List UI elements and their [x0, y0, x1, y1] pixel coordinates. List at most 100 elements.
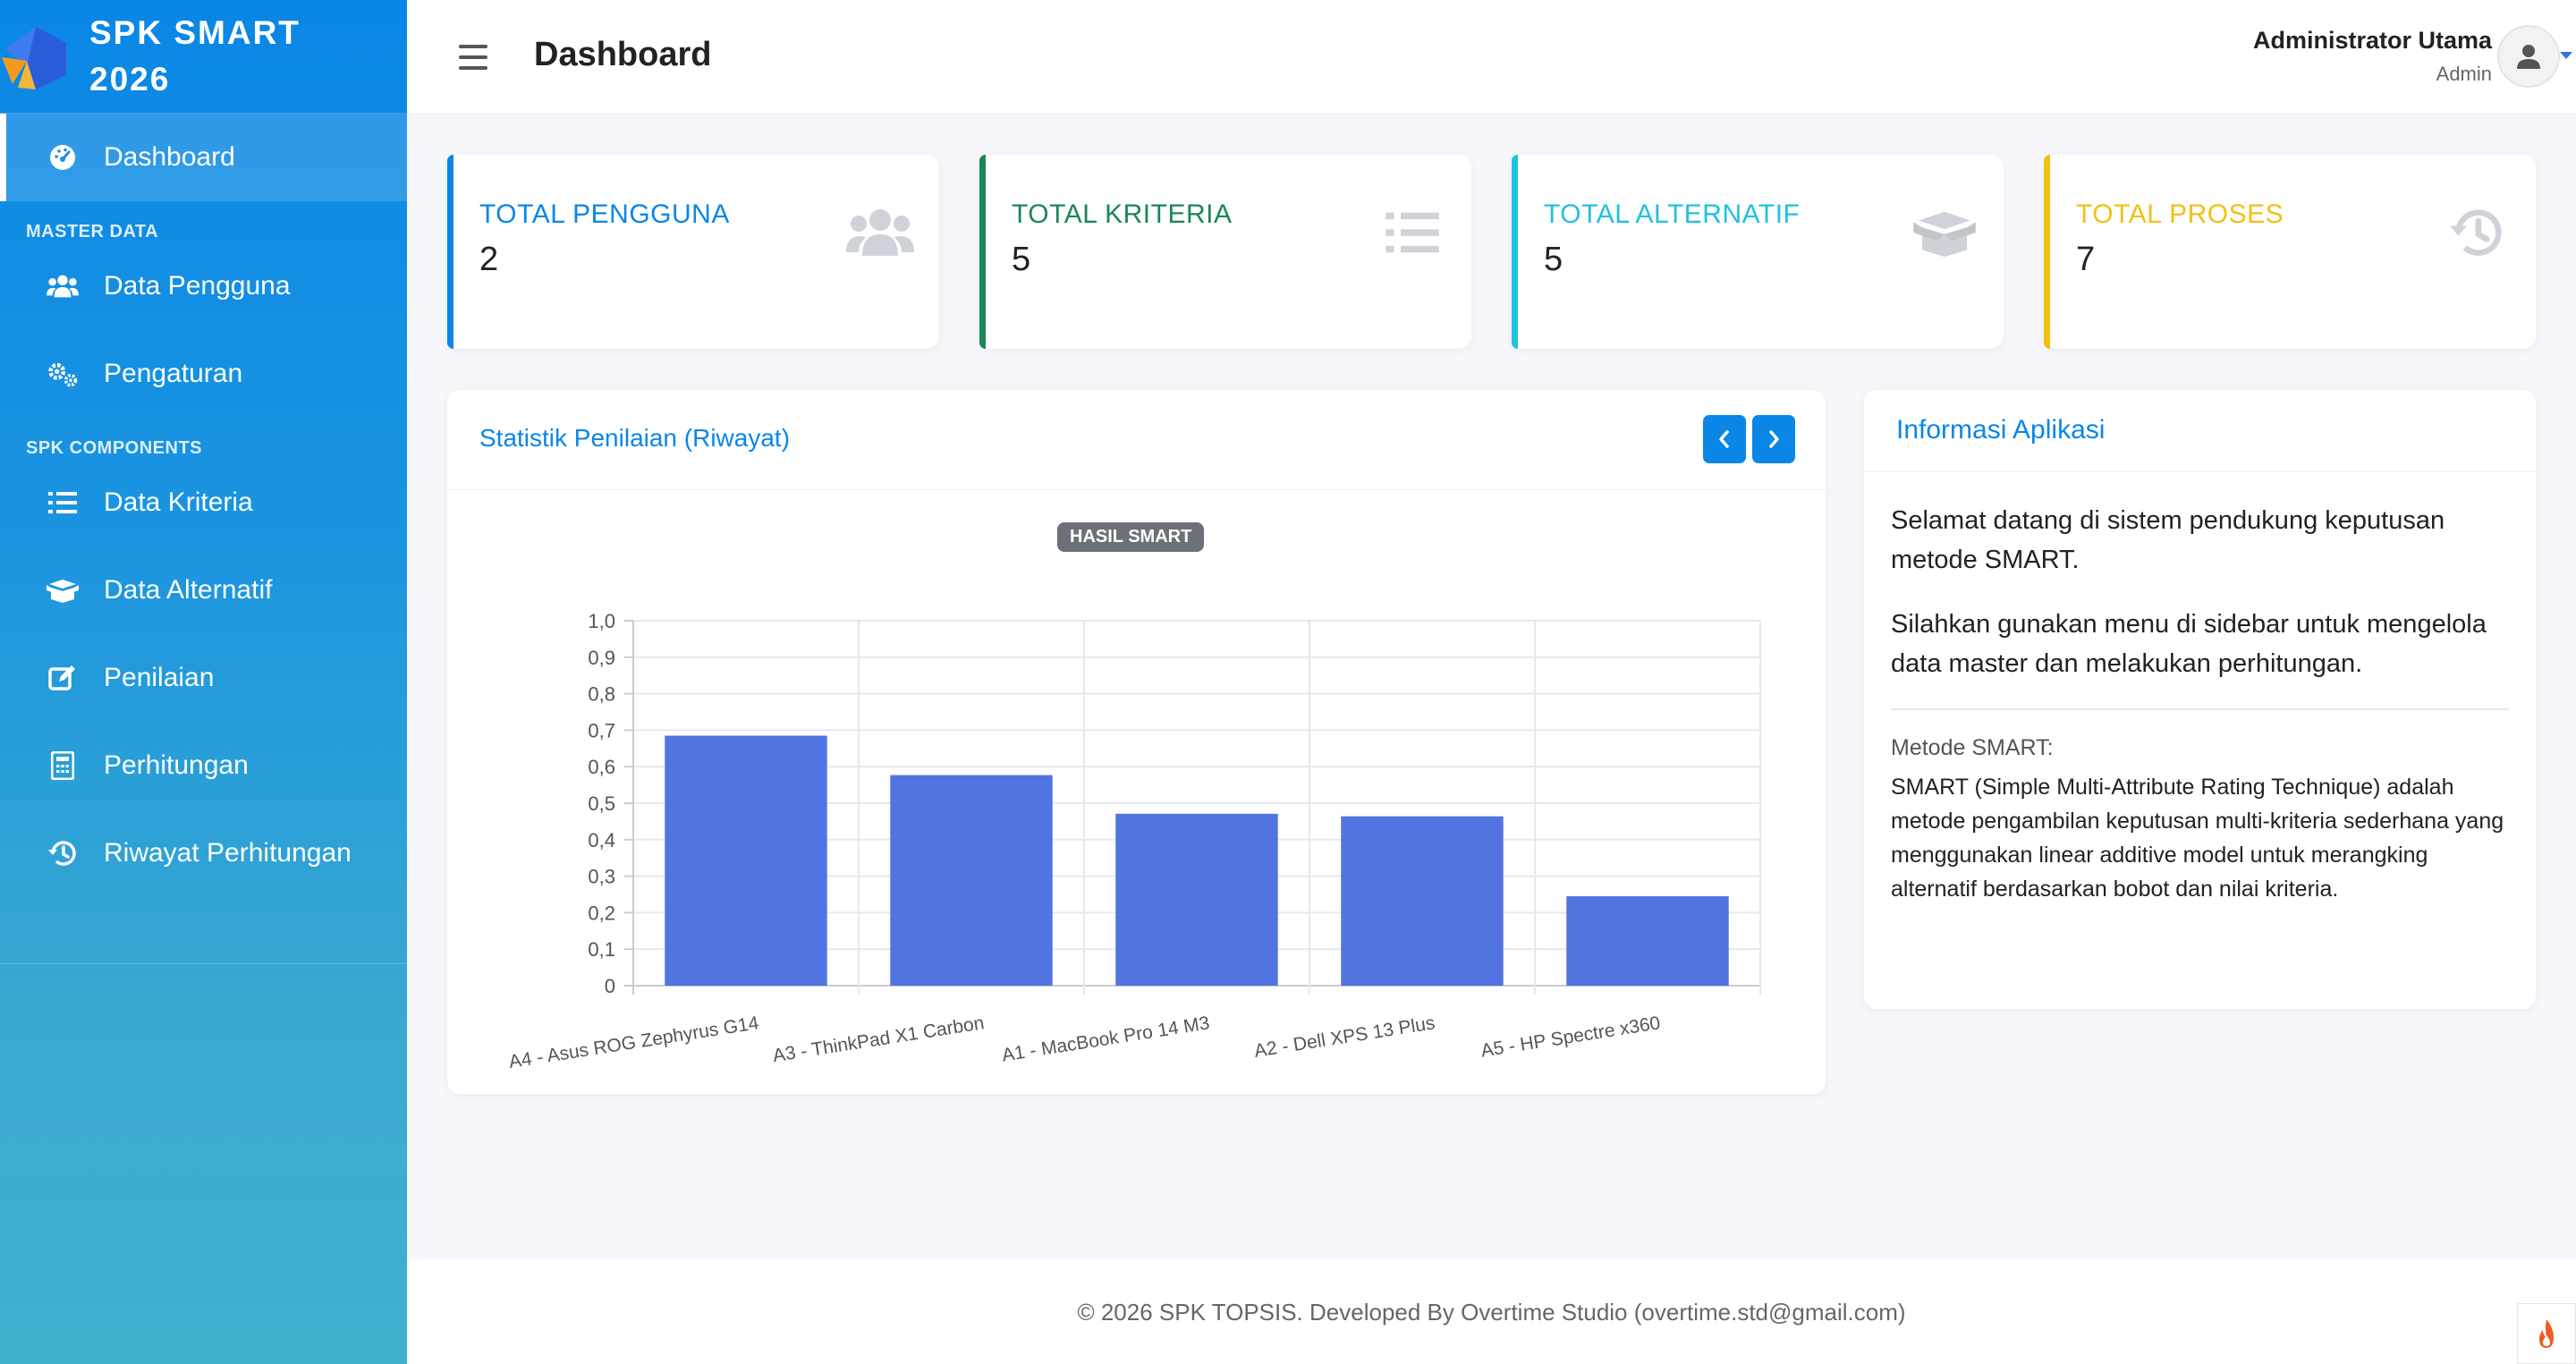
info-welcome-text: Selamat datang di sistem pendukung keput… [1891, 506, 2445, 574]
y-tick-label: 0,3 [588, 866, 615, 888]
stat-accent [1512, 155, 1518, 349]
stat-value: 7 [2076, 241, 2096, 278]
sidebar-item-perhitungan[interactable]: Perhitungan [0, 722, 407, 809]
x-tick-label: A5 - HP Spectre x360 [1479, 1012, 1662, 1061]
users-icon [47, 270, 79, 302]
brand-year: 2026 [89, 61, 171, 97]
next-button[interactable] [1752, 415, 1795, 463]
page-title: Dashboard [534, 36, 712, 73]
sidebar-item-pengaturan[interactable]: Pengaturan [0, 330, 407, 418]
sidebar-item-data-kriteria[interactable]: Data Kriteria [0, 459, 407, 546]
sidebar-item-label: Data Pengguna [104, 271, 291, 301]
box-open-icon [47, 574, 79, 606]
bar [890, 775, 1053, 986]
sidebar-item-riwayat-perhitungan[interactable]: Riwayat Perhitungan [0, 809, 407, 897]
chevron-down-icon[interactable] [2560, 52, 2572, 59]
sidebar-item-label: Dashboard [104, 142, 235, 172]
bar [1115, 813, 1278, 986]
list-icon [1378, 201, 1446, 264]
y-tick-label: 0 [605, 975, 615, 997]
sidebar-item-dashboard[interactable]: Dashboard [0, 114, 407, 201]
chart-card-title: Statistik Penilaian (Riwayat) [479, 424, 791, 452]
cogs-icon [47, 358, 79, 390]
x-tick-label: A2 - Dell XPS 13 Plus [1253, 1012, 1436, 1062]
stat-card-total-kriteria: TOTAL KRITERIA 5 [979, 155, 1471, 349]
sidebar-item-label: Pengaturan [104, 359, 243, 388]
prev-button[interactable] [1703, 415, 1746, 463]
stat-label: TOTAL KRITERIA [1012, 199, 1233, 229]
stat-card-total-pengguna: TOTAL PENGGUNA 2 [447, 155, 939, 349]
info-card-title: Informasi Aplikasi [1896, 415, 2106, 445]
y-tick-label: 0,8 [588, 683, 615, 706]
calculator-icon [47, 750, 79, 782]
sidebar-item-penilaian[interactable]: Penilaian [0, 634, 407, 722]
y-tick-label: 0,1 [588, 938, 615, 961]
bar [665, 735, 827, 986]
history-icon [2443, 201, 2511, 264]
sidebar-item-label: Perhitungan [104, 750, 249, 780]
y-tick-label: 0,2 [588, 902, 615, 924]
stat-accent [2044, 155, 2050, 349]
sidebar-item-data-alternatif[interactable]: Data Alternatif [0, 546, 407, 634]
stat-accent [447, 155, 453, 349]
y-tick-label: 0,4 [588, 829, 615, 851]
info-divider [1891, 708, 2509, 710]
sidebar-item-label: Data Alternatif [104, 575, 273, 605]
stat-label: TOTAL PENGGUNA [479, 199, 730, 229]
user-icon [2517, 45, 2540, 69]
list-icon [47, 487, 79, 519]
sidebar-item-label: Riwayat Perhitungan [104, 838, 352, 868]
chevron-right-icon [1769, 430, 1779, 448]
chart-card-header: Statistik Penilaian (Riwayat) [447, 390, 1826, 490]
section-spk-components: SPK COMPONENTS [26, 438, 203, 458]
bar [1566, 896, 1729, 986]
chevron-left-icon [1719, 430, 1729, 448]
edit-icon [47, 662, 79, 694]
users-icon [846, 201, 914, 264]
chart-title-badge: HASIL SMART [1057, 522, 1205, 552]
y-tick-label: 0,9 [588, 647, 615, 669]
brand-title: SPK SMART [89, 14, 301, 51]
footer-text: © 2026 SPK TOPSIS. Developed By Overtime… [1077, 1299, 1906, 1326]
fire-icon[interactable] [2517, 1303, 2576, 1364]
avatar[interactable] [2497, 25, 2560, 88]
chart-card: Statistik Penilaian (Riwayat) HASIL SMAR… [447, 390, 1826, 1094]
stat-label: TOTAL PROSES [2076, 199, 2284, 229]
bar-chart: 0 0,1 0,2 0,3 0,4 0,5 0,6 0,7 0,8 0,9 1,0 A4 - Asus… [507, 610, 1761, 1072]
y-tick-label: 0,6 [588, 756, 615, 778]
info-instruction-text: Silahkan gunakan menu di sidebar untuk m… [1891, 610, 2487, 678]
stat-card-total-alternatif: TOTAL ALTERNATIF 5 [1512, 155, 2004, 349]
info-card: Informasi Aplikasi Selamat datang di sis… [1864, 390, 2536, 1009]
y-tick-label: 1,0 [588, 610, 615, 632]
brand[interactable]: SPK SMART 2026 [0, 0, 407, 114]
stat-value: 2 [479, 241, 499, 278]
brand-logo-icon [0, 21, 70, 91]
tachometer-icon [47, 141, 79, 174]
stat-value: 5 [1544, 241, 1563, 278]
y-tick-label: 0,5 [588, 792, 615, 815]
stat-accent [979, 155, 986, 349]
bar [1341, 816, 1504, 986]
sidebar-divider [0, 963, 407, 964]
x-tick-label: A1 - MacBook Pro 14 M3 [1001, 1012, 1211, 1065]
sidebar-item-data-pengguna[interactable]: Data Pengguna [0, 242, 407, 330]
footer: © 2026 SPK TOPSIS. Developed By Overtime… [407, 1259, 2576, 1364]
sidebar: SPK SMART 2026 Dashboard MASTER DATA Dat… [0, 0, 407, 1364]
stat-card-total-proses: TOTAL PROSES 7 [2044, 155, 2536, 349]
info-method-description: SMART (Simple Multi-Attribute Rating Tec… [1891, 775, 2504, 902]
hamburger-menu-icon[interactable] [459, 45, 487, 70]
info-card-header: Informasi Aplikasi [1864, 390, 2536, 472]
box-open-icon [1911, 201, 1979, 264]
stat-value: 5 [1012, 241, 1031, 278]
info-card-body: Selamat datang di sistem pendukung keput… [1891, 501, 2509, 906]
info-method-heading: Metode SMART: [1891, 735, 2054, 760]
topbar: Dashboard Administrator Utama Admin [407, 0, 2576, 114]
y-tick-label: 0,7 [588, 719, 615, 741]
user-role: Admin [2436, 63, 2492, 85]
sidebar-item-label: Penilaian [104, 663, 215, 692]
stat-label: TOTAL ALTERNATIF [1544, 199, 1801, 229]
x-tick-label: A3 - ThinkPad X1 Carbon [771, 1012, 986, 1066]
section-master-data: MASTER DATA [26, 222, 159, 241]
user-name[interactable]: Administrator Utama [2252, 27, 2492, 54]
sidebar-item-label: Data Kriteria [104, 487, 253, 517]
